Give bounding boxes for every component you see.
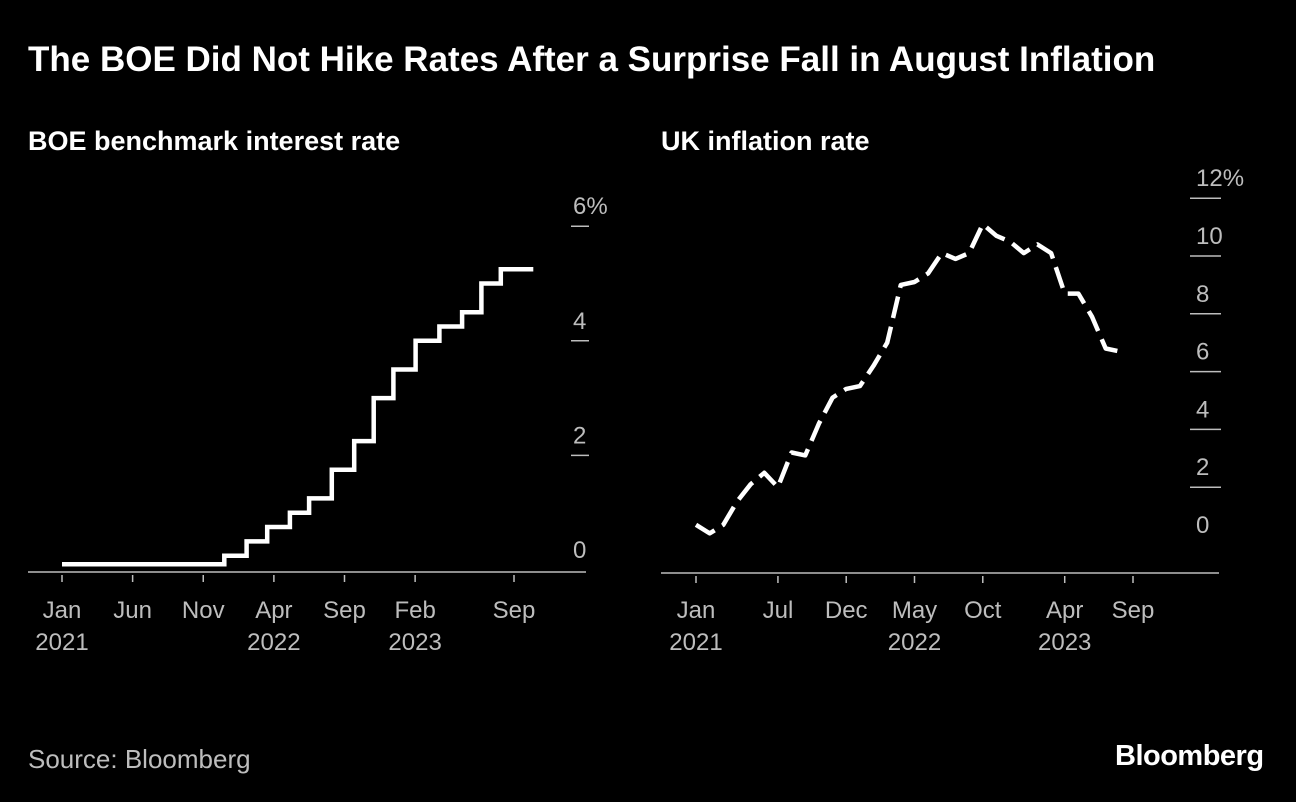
inflation-dashed-line bbox=[694, 221, 1120, 536]
interest-rate-step-line bbox=[62, 266, 534, 567]
x-tick-label: Jan bbox=[677, 597, 716, 624]
chart-title: The BOE Did Not Hike Rates After a Surpr… bbox=[28, 40, 1156, 79]
x-tick-year-label: 2023 bbox=[388, 629, 441, 656]
y-tick-label: 8 bbox=[1196, 281, 1209, 308]
x-tick-label: Nov bbox=[182, 597, 225, 624]
x-tick-label: May bbox=[892, 597, 937, 624]
y-tick-label: 6% bbox=[573, 193, 608, 220]
source-note: Source: Bloomberg bbox=[28, 744, 251, 774]
y-tick-label: 2 bbox=[1196, 454, 1209, 481]
x-tick-label: Jul bbox=[763, 597, 794, 624]
x-tick-label: Oct bbox=[964, 597, 1002, 624]
inflation-chart: 0 2 4 6 8 10 12% Jan 2021 Jul Dec May 2022 Oct Apr 2023… bbox=[661, 165, 1244, 656]
interest-rate-chart-title: BOE benchmark interest rate bbox=[28, 126, 401, 156]
y-tick-label: 4 bbox=[1196, 396, 1209, 423]
x-tick-year-label: 2022 bbox=[888, 629, 941, 656]
x-tick-label: Feb bbox=[394, 597, 435, 624]
y-tick-label: 2 bbox=[573, 422, 586, 449]
x-tick-year-label: 2021 bbox=[669, 629, 722, 656]
y-tick-label: 0 bbox=[1196, 512, 1209, 539]
y-tick-label: 6 bbox=[1196, 339, 1209, 366]
x-tick-label: Jan bbox=[43, 597, 82, 624]
y-tick-label: 12% bbox=[1196, 165, 1244, 192]
inflation-chart-title: UK inflation rate bbox=[661, 126, 870, 156]
x-tick-year-label: 2023 bbox=[1038, 629, 1091, 656]
x-tick-year-label: 2021 bbox=[35, 629, 88, 656]
x-tick-label: Sep bbox=[493, 597, 536, 624]
x-tick-label: Apr bbox=[1046, 597, 1083, 624]
x-tick-label: Dec bbox=[825, 597, 868, 624]
y-tick-label: 0 bbox=[573, 537, 586, 564]
x-tick-year-label: 2022 bbox=[247, 629, 300, 656]
x-tick-label: Apr bbox=[255, 597, 292, 624]
interest-rate-chart: 0 2 4 6% Jan 2021 Jun Nov Apr 2022 Sep Feb 2023 Sep bbox=[28, 193, 608, 656]
bloomberg-logo: Bloomberg bbox=[1115, 740, 1264, 772]
x-tick-label: Jun bbox=[113, 597, 152, 624]
y-tick-label: 4 bbox=[573, 308, 586, 335]
x-tick-label: Sep bbox=[1112, 597, 1155, 624]
y-tick-label: 10 bbox=[1196, 223, 1223, 250]
x-tick-label: Sep bbox=[323, 597, 366, 624]
